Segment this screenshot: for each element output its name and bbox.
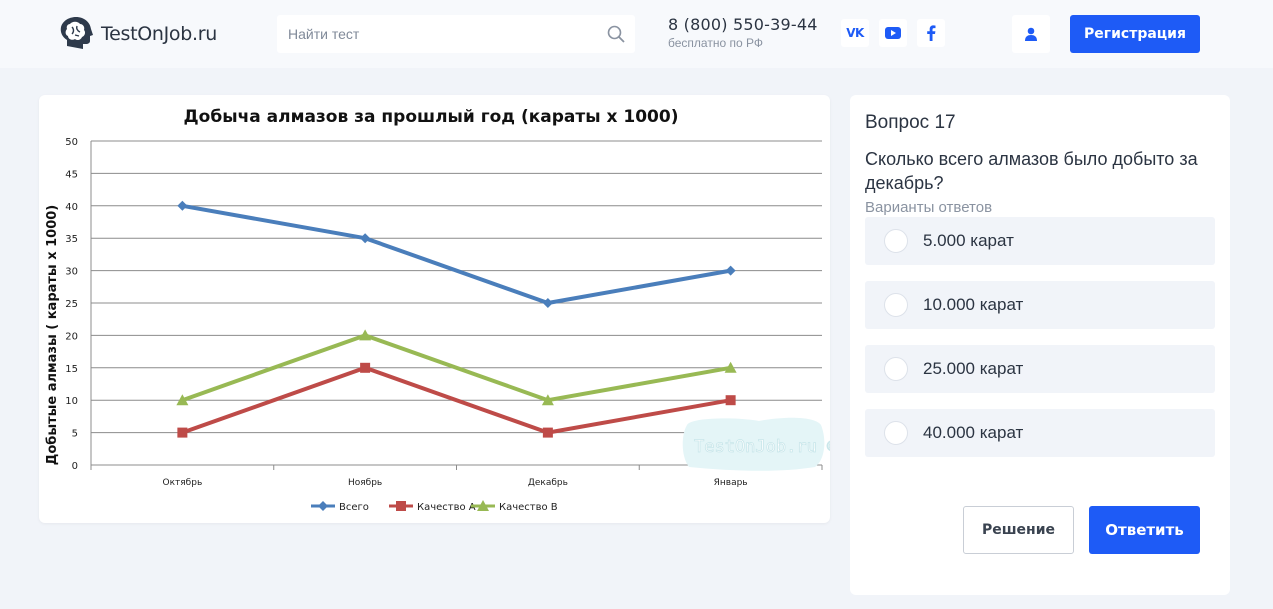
facebook-icon: [927, 25, 936, 41]
watermark: TestOnJob.ru ©: [682, 417, 830, 471]
radio-button[interactable]: [884, 229, 908, 253]
answer-variants-label: Варианты ответов: [865, 199, 993, 216]
data-point: [360, 362, 371, 373]
y-tick-label: 40: [65, 202, 78, 213]
answer-option-label: 10.000 карат: [923, 295, 1024, 314]
legend-item: Качество В: [471, 500, 558, 513]
answer-option-1[interactable]: 5.000 карат: [865, 217, 1215, 265]
chart-card: Добыча алмазов за прошлый год (караты х …: [39, 95, 830, 523]
series-line: [181, 365, 731, 435]
vk-button[interactable]: VK: [841, 19, 869, 47]
y-tick-label: 20: [65, 331, 78, 342]
answer-option-2[interactable]: 10.000 карат: [865, 281, 1215, 329]
search-input[interactable]: [277, 15, 597, 53]
user-icon: [1025, 27, 1037, 41]
data-point: [725, 265, 736, 276]
legend-marker: [396, 501, 406, 511]
register-button[interactable]: Регистрация: [1070, 15, 1200, 53]
question-card: Вопрос 17 Сколько всего алмазов было доб…: [850, 95, 1230, 595]
series-1: [177, 200, 736, 308]
solution-button[interactable]: Решение: [963, 506, 1074, 554]
y-tick-label: 30: [65, 267, 78, 278]
phone-number[interactable]: 8 (800) 550-39-44: [668, 15, 818, 34]
user-account-button[interactable]: [1012, 15, 1050, 53]
data-point: [176, 394, 189, 406]
vk-icon: VK: [846, 26, 864, 40]
data-point: [725, 395, 736, 406]
answer-option-label: 40.000 карат: [923, 423, 1024, 442]
legend-marker: [318, 501, 328, 511]
y-tick-label: 25: [65, 299, 78, 310]
data-point: [177, 427, 188, 438]
question-text: Сколько всего алмазов было добыто за дек…: [865, 149, 1198, 193]
series-line: [181, 333, 731, 403]
series-3: [176, 329, 737, 406]
y-tick-label: 10: [65, 396, 78, 407]
phone-block: 8 (800) 550-39-44 бесплатно по РФ: [668, 15, 818, 50]
submit-answer-button[interactable]: Ответить: [1089, 506, 1200, 554]
brain-head-icon: [60, 17, 93, 49]
y-tick-label: 50: [65, 137, 78, 148]
site-logo[interactable]: TestOnJob.ru: [59, 16, 217, 52]
logo-text: TestOnJob.ru: [101, 23, 217, 45]
answer-option-label: 25.000 карат: [923, 359, 1024, 378]
diamond-production-chart: Добыча алмазов за прошлый год (караты х …: [45, 107, 830, 513]
x-tick-label: Декабрь: [528, 478, 568, 488]
legend-marker: [477, 500, 489, 511]
youtube-button[interactable]: [879, 19, 907, 47]
y-tick-label: 45: [65, 169, 78, 180]
phone-note: бесплатно по РФ: [668, 36, 763, 50]
data-point: [542, 427, 553, 438]
series-line: [182, 203, 731, 305]
legend-item: Качество А: [389, 501, 476, 513]
legend-label: Качество В: [499, 502, 558, 513]
y-tick-label: 15: [65, 364, 78, 375]
site-header: TestOnJob.ru 8 (800) 550-39-44 бесплатно…: [0, 0, 1273, 68]
legend-item: Всего: [311, 501, 369, 513]
series-2: [177, 362, 736, 438]
radio-button[interactable]: [884, 357, 908, 381]
data-point: [177, 200, 188, 211]
x-tick-label: Январь: [714, 478, 748, 488]
question-number: Вопрос 17: [865, 112, 956, 133]
data-point: [359, 329, 372, 341]
legend-label: Всего: [339, 502, 369, 513]
data-point: [360, 233, 371, 244]
search-box: [277, 15, 635, 53]
radio-button[interactable]: [884, 421, 908, 445]
y-tick-label: 0: [72, 461, 78, 472]
x-tick-label: Ноябрь: [348, 478, 382, 488]
answer-option-3[interactable]: 25.000 карат: [865, 345, 1215, 393]
watermark-text: TestOnJob.ru ©: [694, 437, 830, 457]
chart-title: Добыча алмазов за прошлый год (караты х …: [184, 107, 679, 127]
answer-option-label: 5.000 карат: [923, 231, 1014, 250]
y-tick-label: 35: [65, 234, 78, 245]
chart-y-axis-label: Добытые алмазы ( караты х 1000): [45, 205, 60, 466]
facebook-button[interactable]: [917, 19, 945, 47]
data-point: [542, 298, 553, 308]
search-icon[interactable]: [607, 25, 625, 43]
radio-button[interactable]: [884, 293, 908, 317]
x-tick-label: Октябрь: [163, 478, 203, 488]
youtube-icon: [885, 27, 901, 39]
legend-label: Качество А: [417, 502, 476, 513]
answer-option-4[interactable]: 40.000 карат: [865, 409, 1215, 457]
data-point: [724, 361, 737, 373]
y-tick-label: 5: [72, 429, 78, 440]
data-point: [541, 394, 554, 406]
